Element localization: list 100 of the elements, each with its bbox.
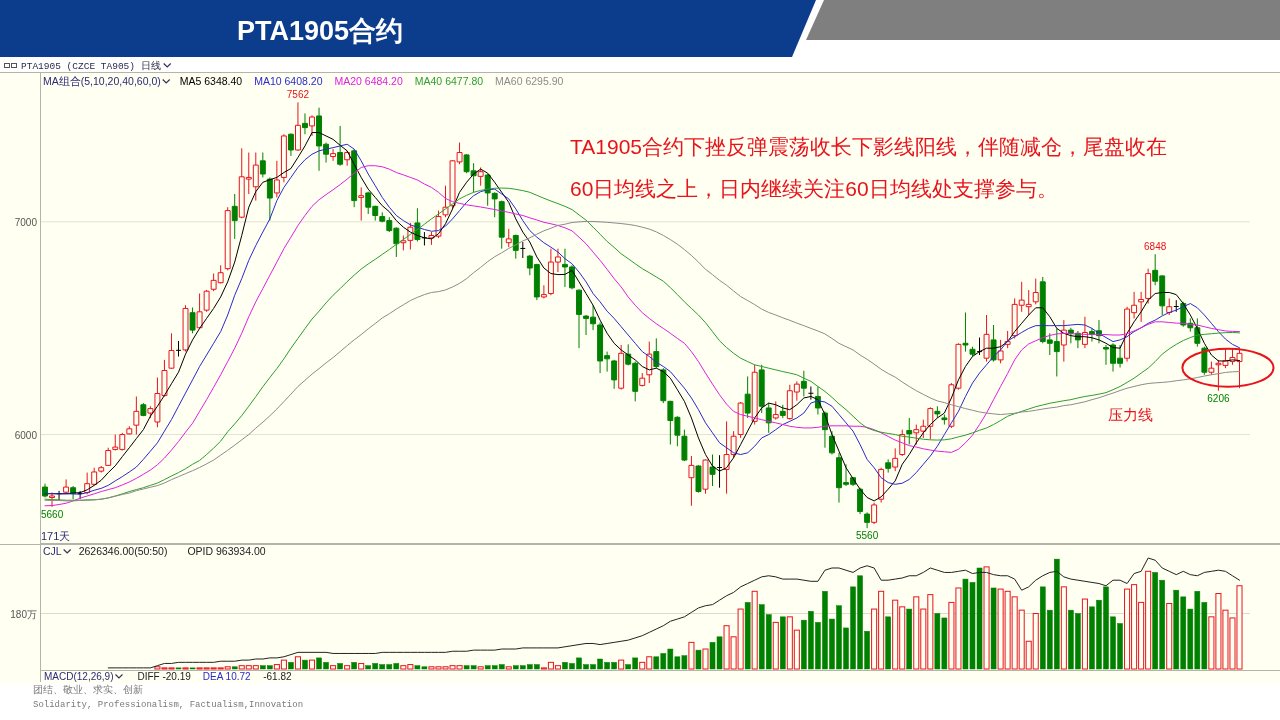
candlestick [280, 133, 287, 183]
candlestick [105, 447, 112, 467]
candlestick [302, 112, 308, 135]
candlestick [203, 289, 210, 313]
text: MACD(12,26,9) [44, 671, 114, 682]
candlestick [42, 483, 48, 498]
text: DIFF -20.19 [137, 671, 192, 682]
candlestick [639, 372, 646, 387]
text: -61.82 [263, 671, 292, 682]
candlestick [892, 447, 899, 472]
bar [505, 666, 512, 670]
annotation: 5660 [41, 508, 64, 520]
candlestick [231, 193, 238, 240]
ref-line-label: 180万 [10, 608, 37, 619]
candlestick [1060, 319, 1067, 363]
candlestick [287, 132, 294, 157]
candlestick [140, 402, 147, 417]
candlestick [1032, 278, 1039, 305]
candlestick [829, 430, 835, 456]
bar [344, 665, 351, 670]
text: MA20 6484.20 [334, 75, 403, 87]
text: Solidarity, Professionalism, Factualism,Innovation [33, 700, 304, 710]
candlestick [175, 340, 182, 357]
candlestick [653, 337, 660, 369]
annotation: 6206 [1207, 392, 1230, 404]
annotation: TA1905合约下挫反弹震荡收长下影线阳线，伴随减仓，尾盘收在 60日均线之上，日内继续关注60日均线处支撑参与。 [570, 135, 1167, 200]
bar [294, 656, 301, 670]
candlestick [646, 341, 653, 384]
candlestick [1004, 330, 1011, 349]
candlestick [442, 185, 449, 218]
text: MA5 6348.40 [179, 75, 243, 87]
annotation: 6848 [1144, 241, 1167, 253]
bar [358, 662, 365, 670]
bar [744, 602, 751, 670]
bar [885, 616, 891, 670]
candlestick [906, 417, 913, 446]
bar [702, 648, 709, 670]
candlestick [1145, 268, 1152, 305]
candlestick [751, 364, 758, 426]
candlestick [1138, 291, 1145, 323]
candlestick [618, 344, 625, 391]
bar [302, 659, 308, 670]
candlestick [428, 231, 435, 246]
bar [1081, 598, 1088, 670]
bar [330, 665, 337, 670]
candlestick [695, 464, 702, 494]
candlestick [969, 346, 976, 357]
bar [618, 659, 625, 670]
candlestick [702, 458, 709, 495]
candlestick [709, 454, 716, 487]
candlestick [611, 359, 618, 390]
candlestick [294, 101, 301, 152]
candlestick [878, 467, 885, 504]
candlestick [934, 405, 941, 419]
bar [751, 590, 758, 670]
candlestick [189, 307, 196, 334]
annotation: 171天 [41, 530, 71, 542]
bar [990, 587, 997, 670]
candlestick [259, 152, 266, 178]
bar [688, 641, 695, 670]
candlestick [807, 385, 814, 401]
candlestick [505, 228, 512, 248]
text: 团结、敬业、求实、创新 [33, 684, 143, 695]
annotation: 5560 [855, 530, 879, 542]
candlestick [716, 454, 723, 489]
candlestick [330, 148, 337, 162]
candlestick [498, 200, 505, 250]
legend-title: MA组合(5,10,20,40,60,0) [43, 75, 161, 87]
candlestick [941, 414, 948, 426]
candlestick [519, 241, 526, 259]
bar [351, 662, 357, 670]
bar [983, 566, 990, 670]
candlestick [224, 206, 231, 271]
bar [695, 649, 702, 670]
candlestick [962, 311, 969, 353]
candlestick [1067, 327, 1074, 344]
candlestick [168, 332, 175, 370]
candlestick [1208, 361, 1215, 376]
candlestick [688, 455, 695, 507]
candlestick [758, 364, 765, 414]
candlestick [63, 478, 70, 495]
chart-title: PTA1905合约 [237, 16, 404, 46]
candlestick [744, 375, 751, 419]
candlestick [337, 125, 344, 167]
bar [308, 659, 316, 670]
candlestick [660, 367, 667, 404]
chart-subtitle: PTA1905 (CZCE TA905) 日线 [21, 60, 161, 72]
candlestick [737, 401, 744, 439]
candlestick [899, 429, 906, 457]
candlestick [477, 166, 484, 187]
candlestick [864, 511, 871, 529]
bar [1060, 586, 1067, 670]
text: OPID 963934.00 [187, 545, 266, 557]
candlestick [857, 487, 864, 515]
y-tick-label: 7000 [14, 216, 38, 228]
candlestick [1201, 346, 1208, 376]
candlestick [540, 284, 547, 299]
annotation: 压力线 [1108, 406, 1153, 423]
candlestick [196, 293, 203, 329]
y-tick-label: 6000 [14, 429, 38, 441]
